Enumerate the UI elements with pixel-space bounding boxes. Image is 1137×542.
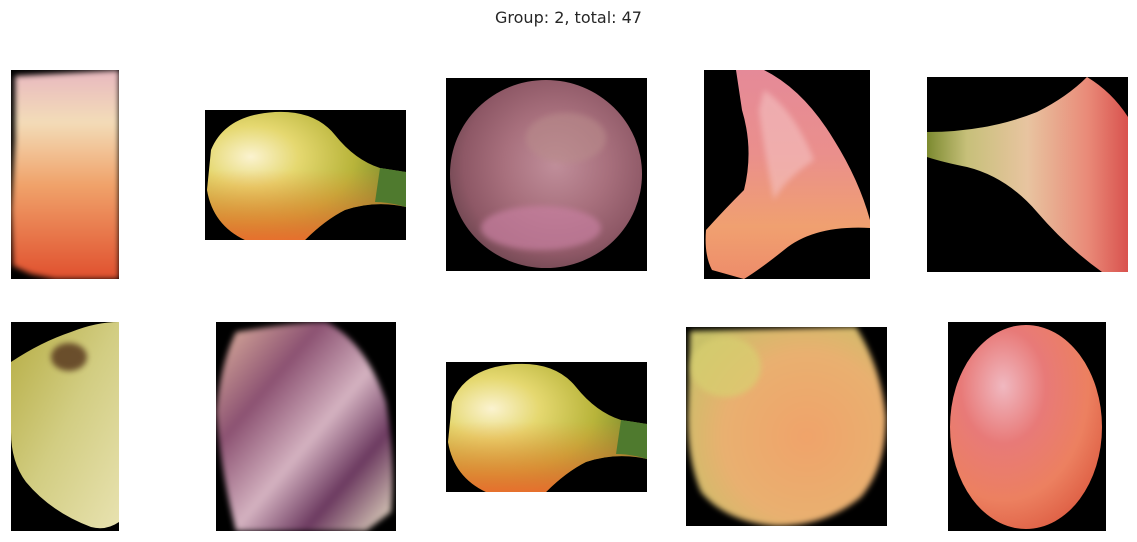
fruit-image-5: [927, 77, 1128, 272]
figure-title: Group: 2, total: 47: [495, 8, 642, 27]
fruit-image-8: [446, 362, 647, 492]
fruit-image-2: [205, 110, 406, 240]
fruit-image-4: [704, 70, 870, 279]
fruit-image-10: [948, 322, 1106, 531]
fruit-image-1: [11, 70, 119, 279]
fruit-image-6: [11, 322, 119, 531]
fruit-image-3: [446, 78, 647, 271]
fruit-image-7: [216, 322, 396, 531]
fruit-image-9: [686, 327, 887, 526]
